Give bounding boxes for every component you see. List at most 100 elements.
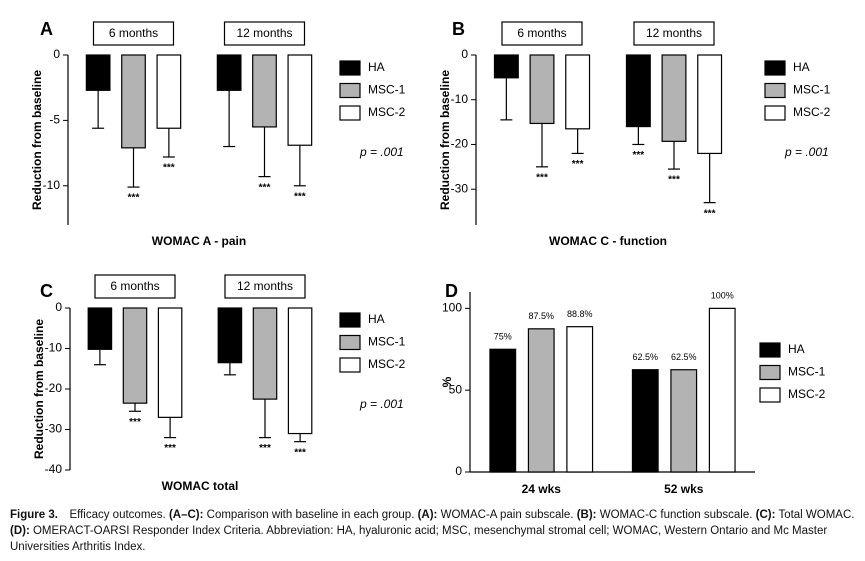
bar <box>697 54 723 155</box>
caption-text: (B): <box>576 509 597 521</box>
group-label: 12 months <box>236 26 292 40</box>
legend-swatch <box>764 60 786 76</box>
significance-label: *** <box>572 159 584 170</box>
bar <box>216 54 242 91</box>
caption-text: Total WOMAC. <box>775 509 855 521</box>
caption-text: Figure 3. <box>10 509 58 521</box>
annotation: p = .001 <box>784 145 829 159</box>
group-box <box>224 274 306 299</box>
significance-label: *** <box>536 172 548 183</box>
legend-label: HA <box>368 312 385 326</box>
value-label: 62.5% <box>633 352 659 362</box>
significance-label: *** <box>633 150 645 161</box>
value-label: 100% <box>711 291 734 301</box>
bar <box>527 328 555 473</box>
significance-label: *** <box>294 447 306 458</box>
legend-label: HA <box>788 342 805 356</box>
legend-swatch <box>339 334 361 351</box>
y-tick-label: -40 <box>45 462 63 476</box>
legend-swatch <box>764 105 786 121</box>
x-axis-label: WOMAC C - function <box>549 234 667 248</box>
bar <box>661 54 687 142</box>
bar <box>252 54 277 128</box>
significance-label: *** <box>129 417 141 428</box>
caption-text: (A): <box>417 509 438 521</box>
group-label: 12 months <box>237 279 293 293</box>
y-tick-label: -5 <box>49 113 60 127</box>
bar <box>565 54 591 130</box>
legend-swatch <box>339 82 361 99</box>
legend-label: MSC-1 <box>368 83 406 97</box>
panel-letter: B <box>452 19 465 39</box>
caption-text: OMERACT-OARSI Responder Index Criteria. … <box>10 525 828 553</box>
bar <box>217 307 243 364</box>
legend-swatch <box>339 60 361 76</box>
significance-label: *** <box>259 443 271 454</box>
group-box <box>501 21 583 46</box>
x-axis-label: WOMAC total <box>162 479 239 493</box>
bar <box>87 307 113 350</box>
bar <box>156 54 182 129</box>
group-box <box>92 21 175 46</box>
panel-letter: C <box>40 281 53 301</box>
legend-label: HA <box>793 60 810 74</box>
legend-swatch <box>764 82 786 99</box>
caption-text: Efficacy outcomes. <box>57 509 169 521</box>
group-label: 6 months <box>110 279 159 293</box>
legend-swatch <box>759 364 781 381</box>
group-label: 6 months <box>517 26 566 40</box>
y-tick-label: -10 <box>451 92 469 106</box>
caption-text: (C): <box>755 509 776 521</box>
y-axis-label: Reduction from baseline <box>32 319 46 459</box>
x-tick-label: 24 wks <box>522 482 562 496</box>
y-tick-label: -30 <box>451 181 469 195</box>
legend-swatch <box>339 357 361 373</box>
legend-label: MSC-2 <box>368 357 406 371</box>
legend-label: MSC-2 <box>368 105 406 119</box>
x-axis-label: WOMAC A - pain <box>152 234 246 248</box>
bar <box>529 54 555 125</box>
legend-swatch <box>759 342 781 358</box>
bar <box>287 54 313 146</box>
legend-swatch <box>339 105 361 121</box>
legend-label: MSC-1 <box>788 365 826 379</box>
bar <box>121 54 146 149</box>
group-box <box>223 21 306 46</box>
bar <box>252 307 278 400</box>
bar <box>493 54 519 79</box>
y-tick-label: -30 <box>45 422 63 436</box>
y-tick-label: 0 <box>53 47 60 61</box>
significance-label: *** <box>294 191 306 202</box>
value-label: 88.8% <box>567 309 593 319</box>
legend-label: MSC-1 <box>368 335 406 349</box>
legend-label: MSC-2 <box>793 105 831 119</box>
annotation: p = .001 <box>359 397 404 411</box>
legend-label: MSC-1 <box>793 83 831 97</box>
caption-text: WOMAC-A pain subscale. <box>437 509 577 521</box>
value-label: 62.5% <box>671 352 697 362</box>
group-label: 6 months <box>109 26 158 40</box>
bar <box>122 307 148 404</box>
bar <box>157 307 183 418</box>
bar <box>708 307 736 473</box>
legend-label: HA <box>368 60 385 74</box>
y-axis-label: Reduction from baseline <box>30 70 44 210</box>
y-tick-label: -20 <box>45 381 63 395</box>
y-tick-label: 50 <box>449 382 463 396</box>
caption-text: (A–C): <box>168 509 204 521</box>
y-tick-label: -20 <box>451 137 469 151</box>
bar <box>85 54 111 91</box>
caption-text: (D): <box>10 525 30 537</box>
legend-swatch <box>339 312 361 328</box>
significance-label: *** <box>163 163 175 174</box>
y-tick-label: 100 <box>442 301 462 315</box>
y-axis-label: Reduction from baseline <box>438 70 452 210</box>
bar <box>287 307 313 435</box>
significance-label: *** <box>259 182 271 193</box>
y-tick-label: 0 <box>461 47 468 61</box>
caption-text: WOMAC-C function subscale. <box>596 509 756 521</box>
x-tick-label: 52 wks <box>664 482 704 496</box>
group-box <box>94 274 176 299</box>
